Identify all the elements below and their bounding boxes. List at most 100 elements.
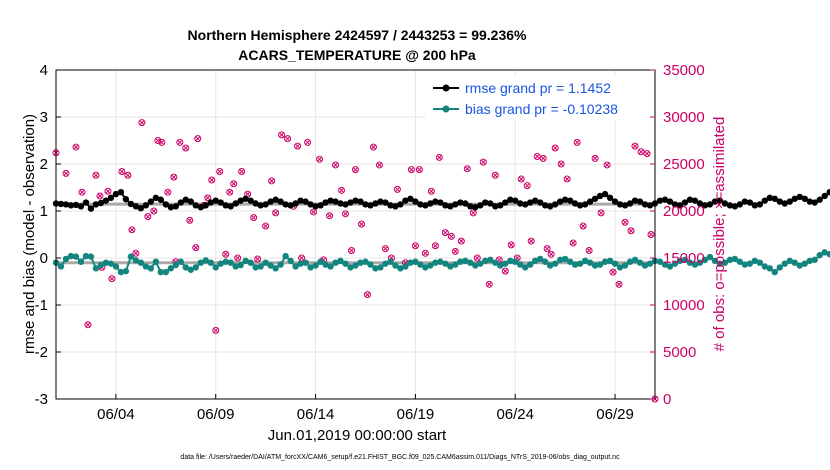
obs-possible-marker [254,255,262,263]
obs-assimilated-marker [187,217,193,223]
rmse-point [87,205,95,212]
bias-point [397,265,404,272]
bias-point [377,264,384,271]
obs-possible-marker [517,175,525,183]
y2-tick-label: 10000 [663,297,705,314]
bias-point [457,258,464,265]
bias-point [162,268,170,276]
rmse-point [512,197,519,204]
rmse-point [791,195,798,202]
rmse-point [142,202,150,209]
bias-point [312,262,319,269]
bias-point [242,257,249,265]
obs-assimilated-marker [227,189,233,195]
rmse-point [287,202,294,209]
obs-assimilated-marker [165,189,171,195]
bias-point [497,262,504,269]
obs-possible-marker [348,246,356,254]
obs-assimilated-marker [352,167,359,173]
obs-possible-marker [212,326,220,334]
obs-assimilated-marker [171,174,177,180]
obs-possible-marker [431,242,439,250]
bias-point [187,266,194,273]
bias-point [507,257,514,265]
bias-point [801,260,808,267]
bias-point [427,262,434,269]
bias-point [102,259,110,266]
rmse-point [497,202,504,209]
bias-point [347,264,354,271]
obs-possible-marker [72,143,80,151]
bias-point [591,262,599,269]
obs-possible-marker [643,150,651,158]
obs-assimilated-marker [574,139,580,145]
rmse-point [232,200,239,207]
rmse-point [277,198,284,205]
rmse-point [162,201,170,208]
bias-point [731,255,739,263]
bias-point [601,258,609,265]
rmse-point [307,201,314,208]
obs-assimilated-marker [255,256,261,262]
obs-possible-marker [485,280,493,288]
y2-axis-label: # of obs: o=possible; ×=assimilated [711,117,728,352]
obs-assimilated-marker [622,219,628,225]
bias-point [487,256,494,264]
obs-assimilated-marker [376,162,383,168]
bias-point [432,259,439,266]
rmse-point [826,189,830,196]
obs-assimilated-marker [235,255,241,261]
bias-point [317,258,324,265]
bias-point [252,264,259,271]
rmse-point [492,203,499,210]
bias-point [726,256,734,264]
obs-assimilated-marker [217,168,223,175]
rmse-point [811,199,818,206]
obs-assimilated-marker [125,172,131,178]
obs-possible-marker [108,275,116,283]
obs-assimilated-marker [408,167,414,173]
obs-possible-marker [294,142,302,150]
rmse-point [442,202,449,209]
obs-assimilated-marker [295,143,301,149]
rmse-point [661,196,669,203]
obs-assimilated-marker [610,269,616,275]
rmse-point [721,200,729,207]
rmse-point [317,202,324,209]
bias-point [197,259,204,266]
rmse-point [432,198,439,205]
obs-assimilated-marker [195,136,201,142]
bias-point [297,260,304,267]
obs-possible-marker [579,222,587,230]
bias-point [67,252,75,260]
obs-possible-marker [381,245,389,253]
bias-point [292,263,299,270]
rmse-point [646,202,654,209]
rmse-point [392,203,399,210]
rmse-point [212,197,219,204]
legend-marker-bias [442,105,450,113]
rmse-point [167,204,175,211]
rmse-point [546,203,554,210]
obs-assimilated-marker [145,214,151,220]
bias-point [127,253,135,260]
series-group [52,189,830,276]
rmse-point [816,196,823,203]
obs-assimilated-marker [370,144,377,150]
rmse-point [671,201,679,208]
rmse-point [207,199,214,206]
bias-point [132,257,140,264]
bias-point [147,265,155,272]
obs-assimilated-marker [644,151,650,157]
bias-point [626,258,634,265]
obs-possible-marker [637,148,645,156]
rmse-point [726,202,734,209]
obs-possible-marker [469,209,477,217]
obs-assimilated-marker [348,247,355,254]
bias-point [646,260,654,267]
rmse-point [362,201,369,208]
rmse-point [102,197,110,204]
rmse-point [731,203,739,210]
obs-assimilated-marker [432,243,438,249]
obs-assimilated-marker [502,268,508,274]
